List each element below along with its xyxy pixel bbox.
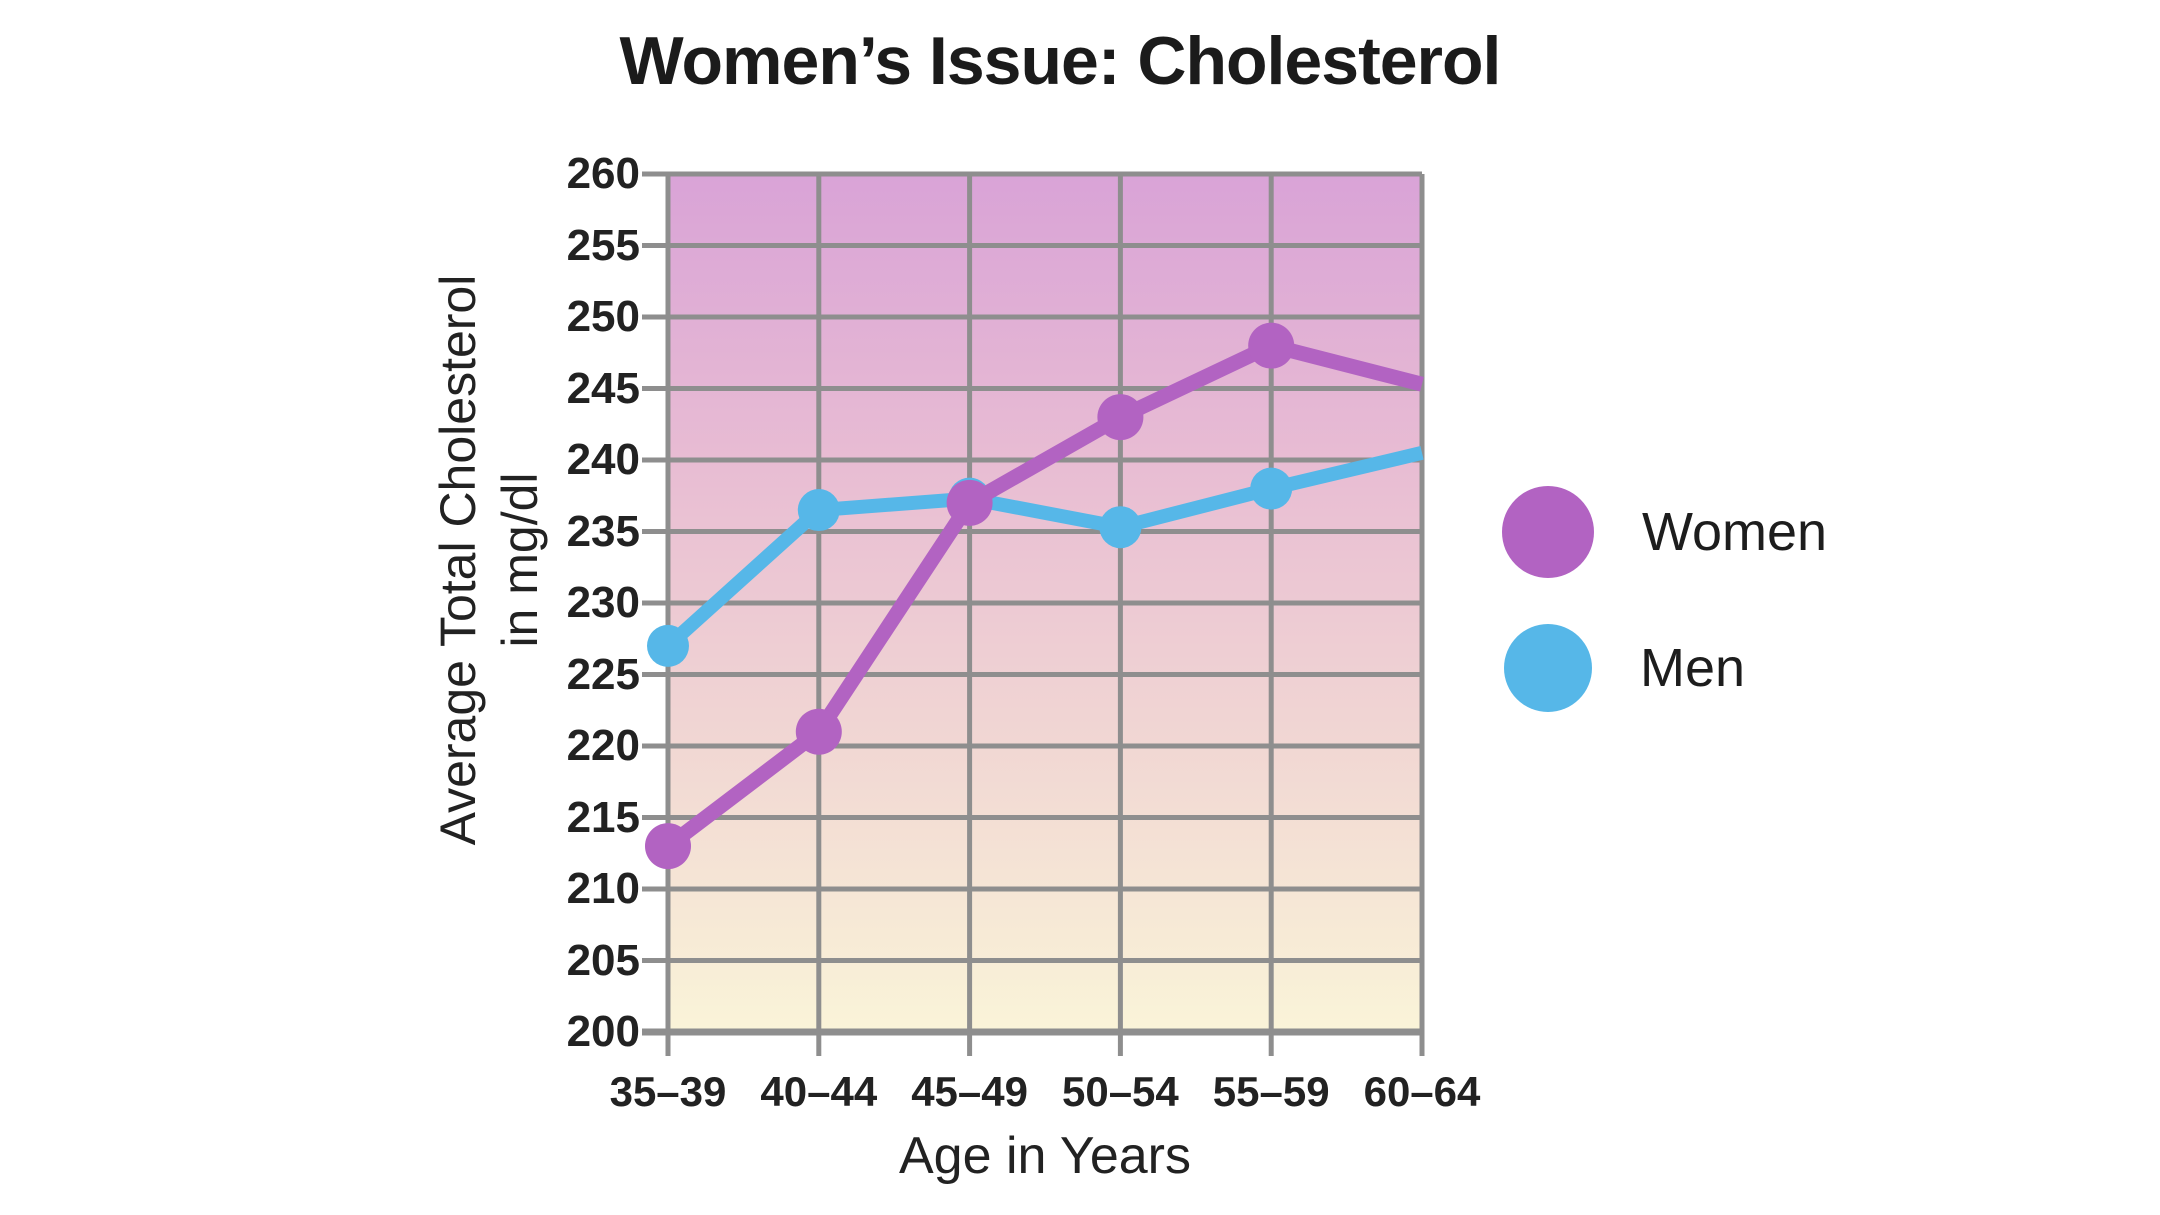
legend-label-women: Women [1642, 502, 1828, 562]
y-axis-title-line1: Average Total Cholesterol [430, 274, 486, 846]
y-tick-label: 260 [566, 149, 640, 198]
women-series-swatch-icon [1502, 486, 1594, 578]
y-tick-label: 230 [566, 578, 640, 627]
x-tick-label: 60–64 [1363, 1068, 1481, 1115]
y-tick-label: 215 [566, 792, 640, 842]
chart-title: Women’s Issue: Cholesterol [619, 23, 1502, 99]
y-tick-label: 250 [566, 292, 640, 341]
x-tick-label: 40–44 [760, 1068, 878, 1115]
y-tick-label: 200 [566, 1007, 640, 1056]
x-tick-label: 50–54 [1061, 1068, 1179, 1115]
y-tick-label: 235 [566, 506, 640, 556]
x-axis-title: Age in Years [898, 1127, 1192, 1185]
y-tick-label: 245 [566, 363, 640, 413]
y-tick-label: 240 [566, 435, 640, 484]
x-tick-label: 35–39 [609, 1068, 727, 1115]
y-tick-label: 205 [566, 935, 640, 985]
y-tick-label: 210 [566, 864, 640, 913]
legend-item-women: Women [1502, 486, 1827, 578]
legend-label-men: Men [1640, 638, 1746, 698]
y-tick-label: 255 [566, 220, 640, 270]
legend: Women Men [1502, 486, 1827, 712]
x-tick-label: 55–59 [1212, 1068, 1330, 1115]
x-tick-label: 45–49 [911, 1068, 1028, 1115]
y-tick-label: 225 [566, 649, 640, 699]
y-tick-label: 220 [566, 721, 640, 770]
men-series-swatch-icon [1504, 624, 1592, 712]
legend-item-men: Men [1502, 624, 1827, 712]
